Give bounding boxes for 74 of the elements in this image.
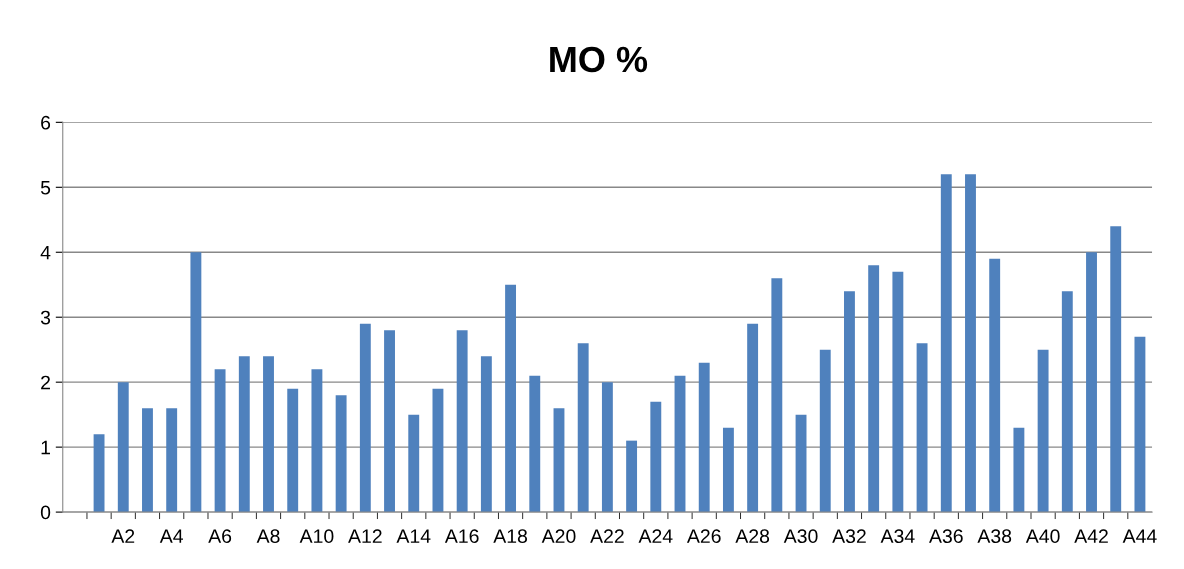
x-tick-label: A2	[111, 529, 135, 543]
bar	[601, 382, 613, 513]
bar	[93, 434, 105, 513]
x-tick-label: A6	[208, 529, 232, 544]
bar	[916, 343, 928, 513]
y-tick-label: 5	[40, 180, 51, 195]
bar	[1134, 336, 1146, 513]
x-tick-label: A32	[832, 529, 866, 544]
y-tick-label: 4	[40, 245, 51, 260]
bar	[117, 382, 129, 513]
y-tick-label: 3	[40, 310, 51, 325]
bar	[650, 401, 662, 513]
bar	[238, 356, 250, 513]
y-tick-label: 2	[41, 375, 50, 390]
bar	[844, 291, 855, 513]
bar	[1086, 252, 1097, 513]
x-tick-label: A30	[783, 529, 818, 544]
bar	[940, 174, 952, 513]
bar	[795, 414, 807, 513]
bar	[1013, 427, 1025, 513]
bar	[868, 265, 880, 513]
bar	[529, 375, 541, 513]
x-tick-label: A40	[1025, 529, 1060, 544]
bar	[311, 369, 323, 513]
x-tick-label: A16	[444, 529, 479, 544]
chart-title: MO %	[550, 46, 648, 73]
bar	[263, 356, 274, 513]
bar	[698, 362, 710, 513]
bar	[1037, 349, 1049, 513]
bar	[747, 323, 759, 513]
bar	[335, 395, 347, 513]
bar	[214, 369, 226, 513]
x-tick-label: A26	[686, 529, 721, 544]
bar	[626, 440, 638, 513]
x-tick-label: A36	[929, 529, 963, 544]
x-tick-label: A12	[348, 529, 382, 543]
bar	[553, 408, 565, 513]
bar	[287, 388, 299, 513]
x-tick-label: A44	[1122, 529, 1157, 543]
bar	[359, 323, 371, 513]
x-tick-label: A18	[493, 529, 528, 544]
x-tick-label: A20	[541, 529, 576, 544]
x-tick-label: A22	[590, 529, 624, 543]
bar	[989, 258, 1001, 513]
y-tick-label: 0	[40, 505, 51, 520]
y-tick-label: 6	[41, 115, 51, 130]
bar	[384, 330, 395, 513]
x-tick-label: A38	[977, 529, 1012, 544]
bar	[142, 408, 153, 513]
bar	[166, 408, 178, 513]
bar	[722, 427, 734, 513]
x-tick-label: A34	[880, 529, 915, 544]
bar	[965, 174, 976, 513]
bar	[819, 349, 831, 513]
bar	[456, 330, 468, 513]
bar	[892, 271, 904, 513]
x-tick-label: A24	[638, 529, 673, 543]
x-tick-label: A10	[299, 529, 334, 544]
bar	[505, 284, 517, 513]
x-tick-label: A4	[159, 529, 183, 543]
bar	[1110, 226, 1122, 513]
bar	[674, 375, 686, 513]
bar	[480, 356, 492, 513]
x-tick-label: A42	[1074, 529, 1108, 543]
x-tick-label: A8	[256, 529, 280, 544]
x-tick-label: A14	[396, 529, 431, 543]
y-tick-label: 1	[41, 440, 50, 455]
bar	[408, 414, 420, 513]
bar	[190, 252, 202, 513]
bar	[1061, 291, 1073, 513]
bar	[432, 388, 444, 513]
bar	[577, 343, 589, 513]
bar	[771, 278, 783, 513]
x-tick-label: A28	[735, 529, 770, 544]
